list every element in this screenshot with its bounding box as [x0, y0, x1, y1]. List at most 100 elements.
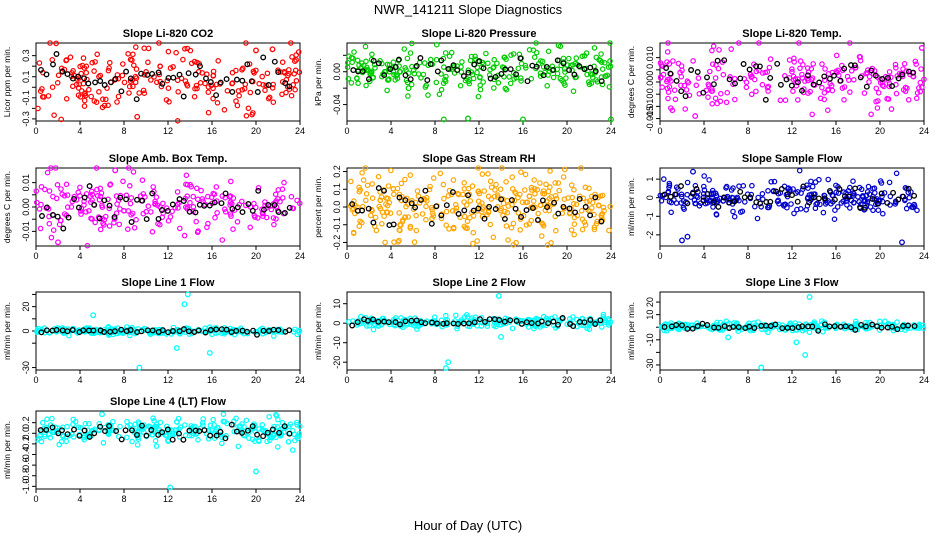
data-point	[214, 100, 221, 106]
x-tick-label: 4	[388, 251, 393, 261]
reference-point	[155, 69, 162, 76]
data-point	[459, 59, 465, 65]
data-point	[821, 90, 828, 96]
data-point	[834, 204, 841, 210]
reference-point	[454, 67, 461, 74]
reference-point	[551, 199, 558, 206]
reference-point	[774, 60, 781, 67]
data-point	[846, 40, 853, 46]
reference-point	[55, 430, 62, 437]
data-point	[210, 85, 216, 92]
data-point	[709, 187, 716, 194]
reference-point	[217, 428, 224, 435]
data-point	[210, 95, 216, 102]
reference-point	[848, 324, 855, 331]
data-point	[176, 434, 183, 440]
data-point	[748, 74, 755, 81]
reference-point	[397, 321, 403, 328]
reference-point	[349, 322, 356, 329]
data-point	[873, 98, 879, 105]
reference-point	[872, 72, 879, 79]
data-point	[555, 180, 562, 186]
reference-point	[910, 69, 917, 76]
data-point	[173, 49, 179, 56]
data-point	[759, 196, 766, 203]
data-point	[394, 185, 401, 192]
data-point	[50, 193, 56, 200]
data-point	[133, 44, 139, 50]
reference-point	[239, 77, 246, 84]
data-point	[914, 90, 921, 96]
outlier-point	[679, 237, 685, 244]
outlier-point	[90, 312, 97, 319]
reference-point	[438, 212, 445, 219]
x-tick-label: 20	[875, 126, 885, 136]
data-point	[354, 75, 360, 82]
data-point	[825, 176, 832, 183]
data-point	[279, 59, 286, 66]
data-point	[373, 227, 380, 234]
reference-point	[517, 55, 524, 62]
data-point	[543, 315, 550, 322]
y-axis-label: ml/min per min.	[626, 302, 636, 360]
reference-point	[543, 63, 550, 70]
data-point	[710, 190, 717, 197]
data-point	[433, 41, 440, 48]
x-tick-label: 8	[432, 375, 437, 385]
reference-point	[286, 204, 293, 211]
data-point	[388, 167, 394, 174]
data-point	[463, 311, 470, 318]
reference-point	[518, 213, 525, 220]
data-point	[462, 225, 469, 231]
data-point	[700, 191, 707, 197]
data-point	[810, 191, 817, 198]
y-tick-label: -30	[645, 358, 655, 371]
data-point	[796, 40, 802, 46]
outlier-point	[55, 239, 61, 246]
x-tick-label: 16	[207, 494, 217, 504]
data-point	[260, 82, 267, 88]
data-point	[382, 239, 388, 246]
data-point	[296, 69, 303, 76]
reference-point	[59, 68, 66, 75]
series-points	[657, 40, 927, 120]
x-tick-label: 24	[295, 251, 305, 261]
reference-point	[523, 207, 530, 214]
data-point	[119, 72, 126, 79]
reference-point	[118, 436, 125, 443]
reference-point	[375, 185, 382, 192]
reference-point	[746, 66, 753, 73]
data-point	[658, 198, 665, 204]
data-point	[246, 61, 253, 67]
data-point	[475, 165, 482, 171]
x-tick-label: 16	[831, 251, 841, 261]
data-point	[540, 64, 547, 70]
data-point	[481, 188, 488, 194]
data-point	[593, 220, 600, 227]
reference-point	[440, 320, 447, 327]
data-point	[550, 74, 557, 81]
reference-point	[555, 321, 561, 328]
data-point	[79, 62, 86, 69]
outlier-point	[184, 291, 191, 298]
data-point	[180, 56, 186, 63]
data-point	[384, 87, 390, 94]
reference-point	[704, 322, 711, 328]
data-point	[851, 191, 857, 197]
reference-point	[878, 190, 885, 197]
reference-point	[869, 321, 876, 328]
data-point	[864, 67, 871, 73]
data-point	[405, 214, 412, 220]
reference-point	[737, 188, 744, 195]
data-point	[913, 61, 920, 67]
data-point	[266, 413, 273, 420]
reference-point	[533, 63, 540, 70]
reference-point	[70, 75, 76, 82]
data-point	[385, 183, 392, 189]
data-point	[418, 75, 424, 81]
data-point	[115, 75, 122, 82]
data-point	[233, 98, 239, 104]
series-points	[35, 40, 303, 124]
reference-point	[118, 88, 125, 95]
